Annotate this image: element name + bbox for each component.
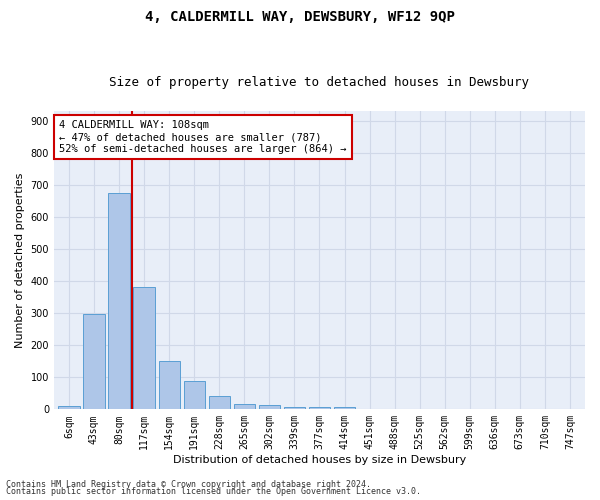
- Bar: [58, 406, 80, 409]
- Bar: [284, 407, 305, 410]
- Text: Contains public sector information licensed under the Open Government Licence v3: Contains public sector information licen…: [6, 487, 421, 496]
- Text: 4 CALDERMILL WAY: 108sqm
← 47% of detached houses are smaller (787)
52% of semi-: 4 CALDERMILL WAY: 108sqm ← 47% of detach…: [59, 120, 347, 154]
- X-axis label: Distribution of detached houses by size in Dewsbury: Distribution of detached houses by size …: [173, 455, 466, 465]
- Text: Contains HM Land Registry data © Crown copyright and database right 2024.: Contains HM Land Registry data © Crown c…: [6, 480, 371, 489]
- Bar: [109, 193, 130, 410]
- Bar: [158, 362, 180, 410]
- Bar: [184, 380, 205, 410]
- Bar: [334, 408, 355, 410]
- Bar: [309, 407, 330, 410]
- Bar: [233, 404, 255, 409]
- Bar: [83, 314, 104, 410]
- Bar: [133, 286, 155, 410]
- Bar: [209, 396, 230, 409]
- Title: Size of property relative to detached houses in Dewsbury: Size of property relative to detached ho…: [109, 76, 529, 90]
- Text: 4, CALDERMILL WAY, DEWSBURY, WF12 9QP: 4, CALDERMILL WAY, DEWSBURY, WF12 9QP: [145, 10, 455, 24]
- Bar: [259, 405, 280, 409]
- Y-axis label: Number of detached properties: Number of detached properties: [15, 172, 25, 348]
